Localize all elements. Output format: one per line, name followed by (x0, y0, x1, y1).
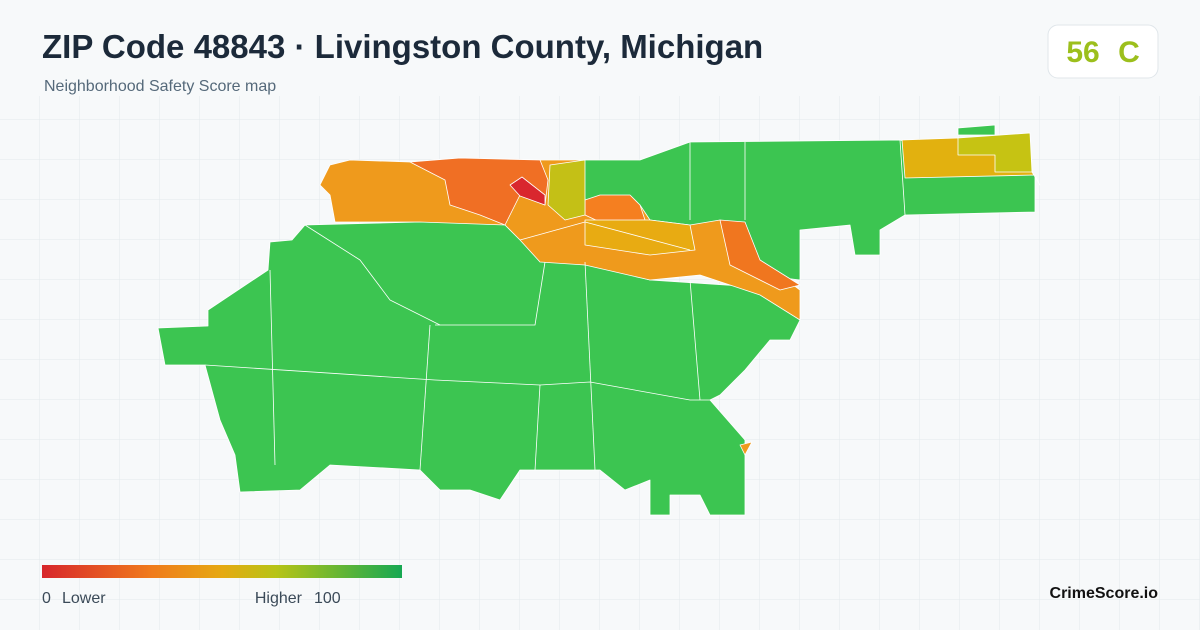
region (584, 219, 696, 256)
score: 56 (1066, 36, 1099, 69)
legend-min-label: Lower (62, 590, 106, 607)
score-badge (1047, 24, 1159, 79)
region (719, 219, 801, 291)
boundary (899, 139, 906, 216)
region (319, 157, 801, 321)
boundary (584, 261, 596, 471)
region (157, 217, 801, 516)
region (584, 194, 646, 223)
legend-max-label: Higher (255, 590, 303, 607)
legend-scale (42, 565, 402, 578)
region (957, 124, 996, 136)
boundary (435, 261, 546, 326)
brand: CrimeScore.io (1050, 585, 1159, 602)
grade: C (1118, 36, 1140, 69)
legend-max: 100 (314, 590, 341, 607)
boundary (204, 364, 710, 401)
boundary (534, 384, 541, 471)
boundary (689, 279, 701, 401)
region (957, 132, 1033, 173)
boundary (519, 221, 691, 251)
region (509, 176, 546, 206)
map (157, 124, 1041, 516)
region (547, 159, 586, 221)
subtitle: Neighborhood Safety Score map (44, 78, 276, 95)
legend-min: 0 (42, 590, 51, 607)
region (739, 441, 753, 456)
boundary (269, 269, 276, 466)
title: ZIP Code 48843 · Livingston County, Mich… (42, 28, 763, 65)
boundary (304, 224, 441, 326)
boundary (419, 324, 431, 471)
